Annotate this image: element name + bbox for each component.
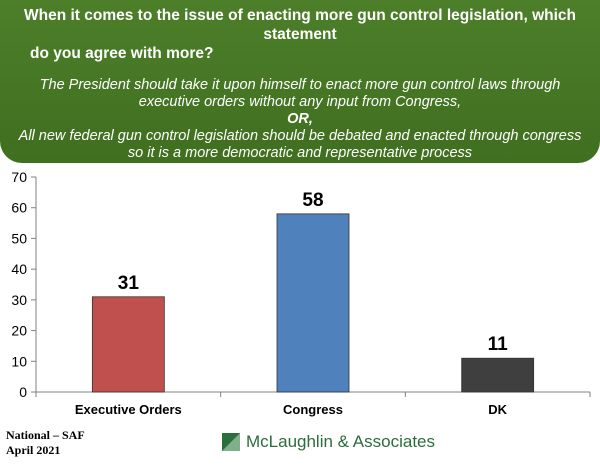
question-banner: When it comes to the issue of enacting m…	[0, 0, 600, 163]
survey-info: National – SAF April 2021	[6, 428, 85, 458]
y-tick-label: 70	[11, 169, 27, 185]
option-congress: All new federal gun control legislation …	[10, 128, 590, 162]
question-text: When it comes to the issue of enacting m…	[10, 6, 590, 63]
y-tick-label: 50	[11, 230, 27, 246]
bar-dk	[461, 357, 535, 393]
y-tick-label: 0	[19, 384, 27, 400]
category-label: Executive Orders	[75, 402, 182, 417]
option1-line-2: executive orders without any input from …	[138, 94, 462, 110]
data-label: 58	[302, 190, 323, 211]
y-tick-label: 20	[11, 323, 27, 339]
survey-name: National – SAF	[6, 428, 85, 442]
data-label: 31	[118, 273, 140, 294]
y-tick-label: 60	[11, 200, 27, 216]
bar-congress	[276, 213, 350, 393]
option1-line-1: The President should take it upon himsel…	[39, 77, 561, 93]
question-line-2: do you agree with more?	[30, 45, 214, 62]
brand-name: McLaughlin & Associates	[246, 432, 435, 451]
question-line-1: When it comes to the issue of enacting m…	[23, 7, 577, 43]
data-label: 11	[488, 334, 509, 355]
survey-date: April 2021	[6, 443, 61, 457]
y-tick-label: 30	[11, 292, 27, 308]
y-tick-label: 40	[11, 261, 27, 277]
category-label: Congress	[283, 402, 343, 417]
option-executive-orders: The President should take it upon himsel…	[10, 77, 590, 111]
or-separator: OR,	[287, 111, 313, 127]
bar-executive-orders	[91, 296, 165, 393]
brand-logo: McLaughlin & Associates	[222, 432, 435, 452]
bar-chart: 0 10 20 30 40 50 60 70 31 Executive Orders 58 Congr…	[11, 169, 591, 417]
category-label: DK	[488, 402, 507, 417]
option2-line-2: so it is a more democratic and represent…	[127, 145, 473, 161]
y-tick-label: 10	[11, 353, 27, 369]
brand-mark-icon	[222, 433, 240, 451]
option2-line-1: All new federal gun control legislation …	[18, 128, 582, 144]
